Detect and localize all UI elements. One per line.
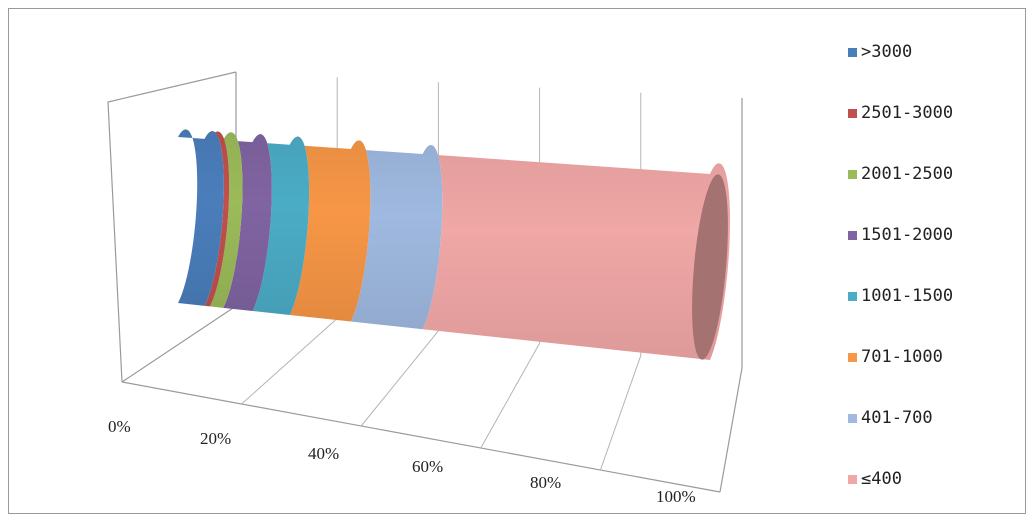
legend-label: 2001-2500 [861, 164, 954, 184]
floor-gridline [599, 355, 642, 471]
x-tick-label: 20% [200, 429, 231, 448]
bar-segment [204, 131, 230, 307]
floor-left-edge [121, 305, 237, 383]
floor-right-edge [719, 367, 743, 493]
bar-segment [223, 132, 272, 311]
legend-swatch [848, 413, 857, 423]
x-tick-label: 100% [656, 487, 696, 506]
legend-swatch [848, 47, 857, 57]
legend-label: 701-1000 [861, 347, 943, 367]
bar-segment [422, 145, 731, 360]
floor-front-edge [121, 381, 721, 493]
legend-item: ≤400 [848, 467, 902, 491]
bar-segment [252, 134, 310, 315]
x-tick-label: 0% [108, 417, 131, 436]
x-tick-label: 60% [412, 457, 443, 476]
floor-gridline [360, 330, 439, 427]
legend-item: 2501-3000 [848, 101, 953, 125]
legend-swatch [848, 230, 857, 240]
chart-bars [178, 129, 731, 360]
legend-swatch [848, 474, 857, 484]
legend-label: ≤400 [861, 469, 902, 489]
legend-label: 1001-1500 [861, 286, 954, 306]
bar-segment [178, 129, 224, 306]
legend-item: 401-700 [848, 406, 933, 430]
legend-label: 401-700 [861, 408, 933, 428]
legend-label: 2501-3000 [861, 103, 954, 123]
legend-swatch [848, 291, 857, 301]
legend-label: 1501-2000 [861, 225, 954, 245]
legend-item: >3000 [848, 40, 912, 64]
side-wall [107, 71, 237, 383]
legend-swatch [848, 108, 857, 118]
x-tick-label: 80% [530, 473, 561, 492]
bar-end-cap [692, 174, 728, 360]
legend-swatch [848, 169, 857, 179]
x-axis-tick-labels: 0% 20% 40% 60% 80% 100% [108, 417, 696, 506]
legend-swatch [848, 352, 857, 362]
floor-gridline [241, 318, 338, 405]
bar-segment [350, 140, 443, 330]
legend-item: 2001-2500 [848, 162, 953, 186]
bar-segment [289, 136, 371, 322]
chart-legend: >3000 2501-3000 2001-2500 1501-2000 1001-150… [848, 40, 1018, 500]
legend-item: 1501-2000 [848, 223, 953, 247]
bar-segment [209, 131, 243, 308]
floor-gridline [480, 342, 541, 449]
legend-label: >3000 [861, 42, 913, 62]
x-tick-label: 40% [308, 444, 339, 463]
legend-item: 701-1000 [848, 345, 943, 369]
legend-item: 1001-1500 [848, 284, 953, 308]
